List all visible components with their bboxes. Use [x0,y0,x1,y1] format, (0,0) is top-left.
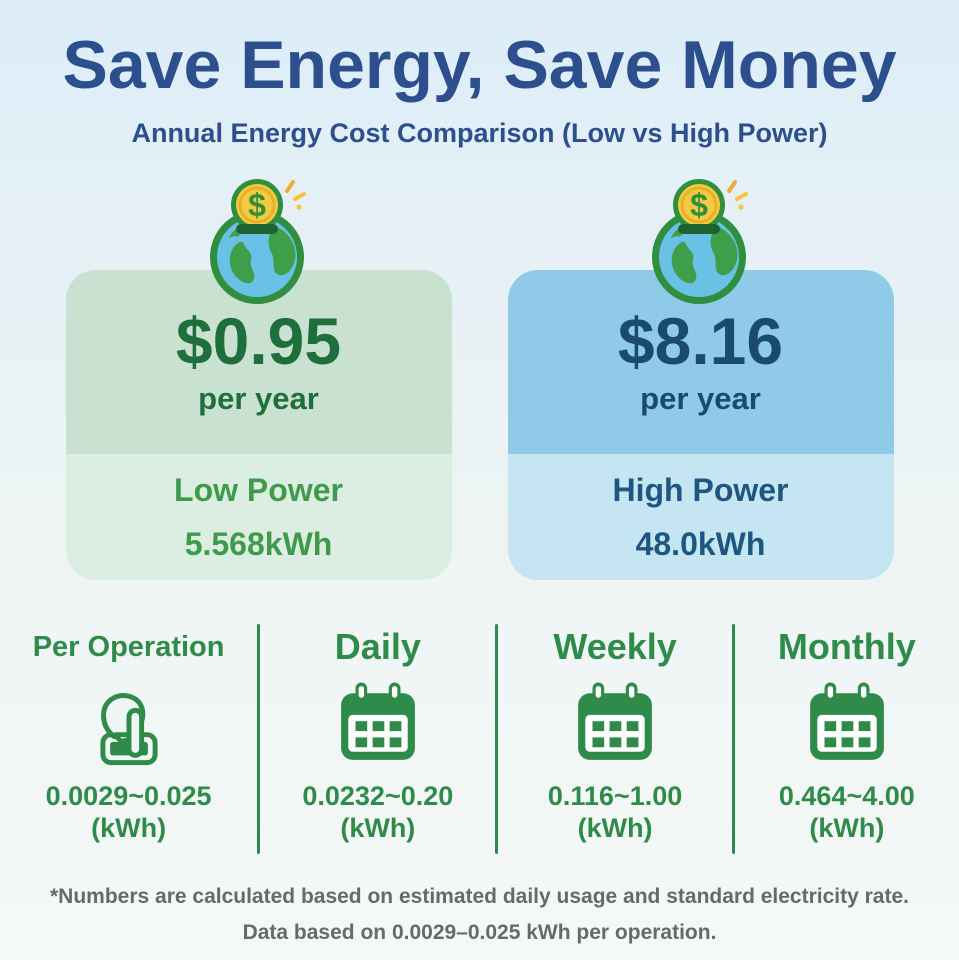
metric-unit: (kWh) [577,813,653,843]
footnotes: *Numbers are calculated based on estimat… [0,882,959,948]
earth-piggybank-coin-icon [198,178,320,304]
metric-unit: (kWh) [340,813,416,843]
low-power-cost-period: per year [198,381,319,416]
high-power-card: $8.16 per year High Power 48.0kWh [507,270,894,580]
page-subtitle: Annual Energy Cost Comparison (Low vs Hi… [131,118,828,148]
high-power-energy-panel: High Power 48.0kWh [507,454,894,580]
low-power-annual-cost: $0.95 [175,304,342,378]
low-power-energy-panel: Low Power 5.568kWh [65,454,452,580]
vertical-divider [257,624,261,854]
metric-unit: (kWh) [809,813,885,843]
metric-weekly: Weekly 0.116~1.00 (kWh) [498,622,731,854]
high-power-column: $8.16 per year High Power 48.0kWh [507,178,894,580]
calendar-icon [570,678,660,768]
metric-monthly: Monthly 0.464~4.00 (kWh) [735,622,959,854]
metric-daily: Daily 0.0232~0.20 (kWh) [260,622,495,854]
metric-range: 0.0029~0.025 [45,781,212,811]
high-power-annual-energy: 48.0kWh [635,526,766,562]
metric-range: 0.464~4.00 [778,781,915,811]
vertical-divider [495,624,499,854]
cost-comparison-row: $0.95 per year Low Power 5.568kWh $8.16 … [0,178,959,580]
calendar-icon [802,678,892,768]
high-power-label: High Power [612,472,789,508]
metric-label: Weekly [553,626,677,667]
low-power-label: Low Power [174,472,343,508]
metric-label: Monthly [777,626,916,667]
metric-label: Per Operation [32,631,225,663]
low-power-card: $0.95 per year Low Power 5.568kWh [65,270,452,580]
metric-per-operation: Per Operation 0.0029~0.025 (kWh) [0,622,257,854]
metric-unit: (kWh) [91,813,167,843]
metric-label: Daily [334,626,421,667]
metric-range: 0.116~1.00 [547,781,683,811]
usage-metrics-row: Per Operation 0.0029~0.025 (kWh) Daily 0… [0,622,959,854]
page-title: Save Energy, Save Money [62,27,897,103]
footnote-calculation: *Numbers are calculated based on estimat… [50,885,909,908]
footnote-data-basis: Data based on 0.0029–0.025 kWh per opera… [242,921,717,944]
earth-piggybank-coin-icon [640,178,762,304]
low-power-annual-energy: 5.568kWh [184,526,333,562]
high-power-cost-period: per year [640,381,761,416]
press-button-icon [84,678,174,768]
metric-range: 0.0232~0.20 [302,781,454,811]
calendar-icon [333,678,423,768]
vertical-divider [731,624,735,854]
high-power-annual-cost: $8.16 [617,304,784,378]
low-power-column: $0.95 per year Low Power 5.568kWh [65,178,452,580]
